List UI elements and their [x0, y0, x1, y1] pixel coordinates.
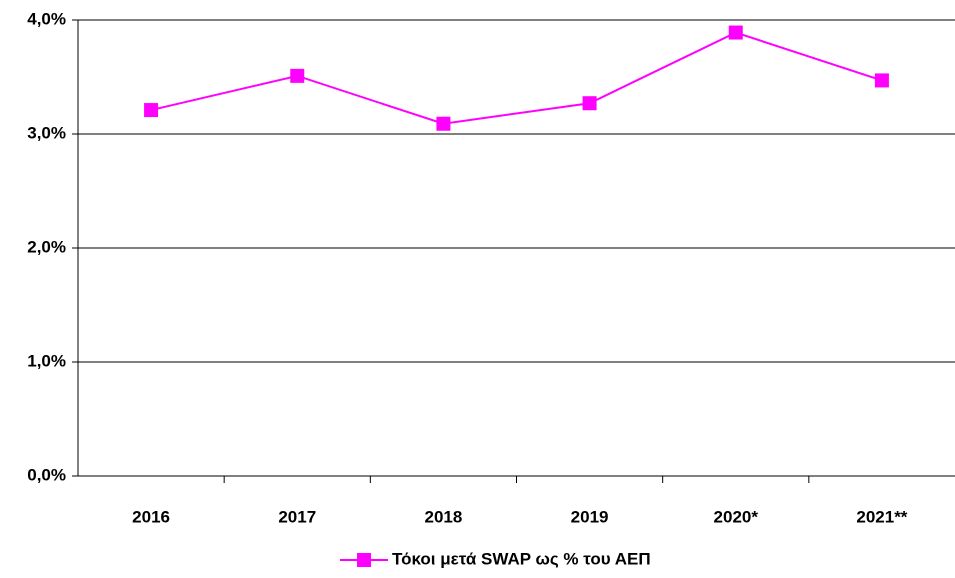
- marker: [290, 68, 305, 83]
- marker: [728, 25, 743, 40]
- marker: [874, 73, 889, 88]
- x-tick-label: 2020*: [714, 507, 759, 526]
- y-tick-label: 2,0%: [27, 237, 66, 256]
- x-tick-label: 2021**: [856, 507, 907, 526]
- x-tick-label: 2017: [278, 507, 316, 526]
- legend-label: Τόκοι μετά SWAP ως % του ΑΕΠ: [392, 549, 651, 568]
- y-tick-label: 0,0%: [27, 465, 66, 484]
- x-tick-label: 2016: [132, 507, 170, 526]
- line: [150, 31, 883, 125]
- y-tick-label: 3,0%: [27, 123, 66, 142]
- marker: [436, 116, 451, 131]
- x-tick-label: 2018: [425, 507, 463, 526]
- legend-marker: [357, 553, 371, 567]
- y-tick-label: 1,0%: [27, 351, 66, 370]
- x-tick-label: 2019: [571, 507, 609, 526]
- marker: [144, 103, 159, 118]
- y-tick-label: 4,0%: [27, 9, 66, 28]
- marker: [582, 96, 597, 111]
